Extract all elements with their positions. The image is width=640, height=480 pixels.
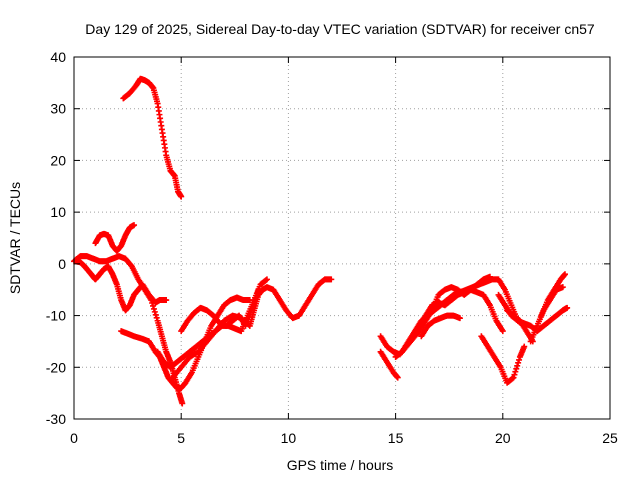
- series-track-r: [504, 307, 536, 345]
- x-tick-label: 5: [177, 430, 185, 446]
- data-point: [512, 368, 519, 375]
- data-point: [499, 328, 506, 335]
- data-point: [514, 362, 521, 369]
- series-track-n: [478, 333, 528, 386]
- y-tick-label: 0: [58, 256, 66, 272]
- data-point: [511, 371, 518, 378]
- series-track-a: [120, 75, 185, 200]
- x-tick-label: 25: [602, 430, 618, 446]
- data-point: [394, 374, 401, 381]
- data-point: [486, 273, 493, 280]
- data-point: [328, 276, 335, 283]
- data-point: [150, 305, 157, 312]
- data-point: [179, 400, 186, 407]
- x-tick-label: 15: [388, 430, 404, 446]
- series-track-j: [377, 348, 401, 381]
- x-tick-label: 0: [70, 430, 78, 446]
- data-point: [150, 302, 157, 309]
- data-point: [515, 359, 522, 366]
- data-point: [456, 315, 463, 322]
- x-axis-label: GPS time / hours: [287, 457, 394, 473]
- y-tick-label: -10: [46, 308, 66, 324]
- data-point: [151, 308, 158, 315]
- grid: [74, 57, 610, 419]
- data-point: [561, 271, 568, 278]
- data-point: [178, 193, 185, 200]
- data-point: [263, 276, 270, 283]
- series-track-m: [418, 312, 463, 340]
- data-point: [153, 314, 160, 321]
- x-tick-label: 10: [281, 430, 297, 446]
- y-tick-label: 40: [50, 49, 66, 65]
- y-axis-label: SDTVAR / TECUs: [7, 182, 23, 294]
- series-track-d: [73, 258, 170, 314]
- y-tick-label: 10: [50, 204, 66, 220]
- y-tick-label: -30: [46, 411, 66, 427]
- series-track-q: [538, 271, 568, 319]
- data-point: [529, 338, 536, 345]
- data-points: [71, 75, 571, 407]
- y-tick-label: -20: [46, 359, 66, 375]
- axis-ticks: 0 5 10 15 20 25 -30 -20 -10 0 10 20 30 40: [46, 49, 618, 446]
- series-track-f: [169, 276, 335, 381]
- chart-title: Day 129 of 2025, Sidereal Day-to-day VTE…: [85, 21, 595, 37]
- data-point: [510, 374, 517, 381]
- data-point: [564, 304, 571, 311]
- data-point: [559, 284, 566, 291]
- data-point: [513, 365, 520, 372]
- data-point: [516, 356, 523, 363]
- y-tick-label: 20: [50, 152, 66, 168]
- plot-frame: [73, 56, 611, 420]
- data-point: [131, 222, 138, 229]
- series-track-h: [154, 276, 270, 371]
- data-point: [163, 297, 170, 304]
- data-point: [152, 311, 159, 318]
- data-point: [521, 343, 528, 350]
- series-track-c: [92, 222, 138, 254]
- y-tick-label: 30: [50, 101, 66, 117]
- x-tick-label: 20: [495, 430, 511, 446]
